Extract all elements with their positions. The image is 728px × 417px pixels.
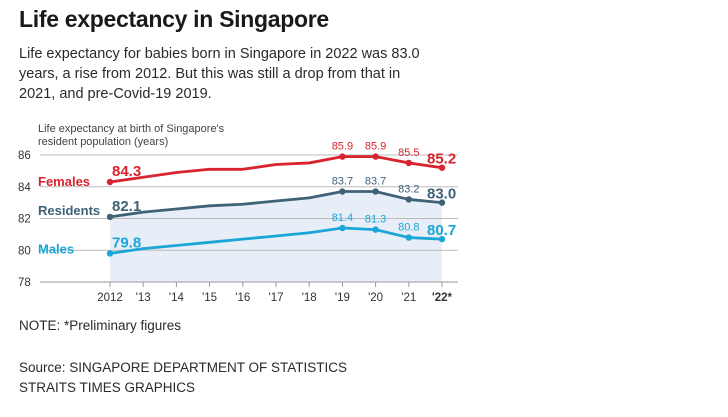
x-tick-2020: '20	[368, 292, 383, 304]
page-subtitle: Life expectancy for babies born in Singa…	[19, 46, 420, 102]
males-series-name: Males	[38, 241, 74, 256]
x-tick-2015: '15	[202, 292, 217, 304]
data-labels: 84.3 85.9 85.9 85.5 85.2 82.1 83.7 83.7 83.2 83.0…	[112, 141, 456, 252]
y-tick-82: 82	[18, 214, 31, 226]
y-axis-label-line1: Life expectancy at birth of Singapore's	[38, 123, 225, 135]
series-lines	[106, 153, 446, 257]
residents-point-2012	[106, 213, 114, 221]
males-point-2019	[339, 224, 346, 232]
y-tick-labels: 78 80 82 84 86	[18, 150, 31, 289]
footnote: NOTE: *Preliminary figures	[19, 318, 182, 333]
page-title: Life expectancy in Singapore	[19, 6, 329, 32]
females-label-2020: 85.9	[365, 141, 386, 153]
males-point-2012	[106, 250, 114, 257]
residents-point-2019	[339, 188, 346, 195]
x-tick-2014: '14	[169, 292, 185, 304]
residents-label-2019: 83.7	[332, 176, 353, 188]
females-label-2012: 84.3	[112, 163, 141, 180]
x-tick-2021: '21	[401, 292, 416, 304]
grid-lines	[40, 154, 458, 283]
y-tick-84: 84	[18, 182, 31, 194]
source-line-2: STRAITS TIMES GRAPHICS	[19, 380, 196, 395]
males-label-2012: 79.8	[112, 234, 141, 251]
residents-point-2022	[438, 199, 446, 206]
females-point-2012	[106, 178, 114, 186]
females-label-2021: 85.5	[398, 147, 419, 159]
life-expectancy-line-chart: Life expectancy at birth of Singapore's …	[18, 123, 458, 304]
females-line	[109, 155, 443, 184]
residents-label-2021: 83.2	[398, 183, 419, 195]
females-label-2022: 85.2	[427, 151, 456, 168]
females-point-2022	[438, 164, 446, 171]
x-tick-2022: '22*	[432, 292, 453, 304]
males-label-2022: 80.7	[427, 222, 456, 239]
y-tick-86: 86	[18, 150, 31, 162]
females-series-name: Females	[38, 174, 90, 189]
x-tick-2019: '19	[335, 292, 350, 304]
residents-point-2021	[405, 196, 412, 203]
females-point-2021	[405, 159, 412, 167]
residents-label-2022: 83.0	[427, 186, 456, 203]
residents-label-2012: 82.1	[112, 198, 141, 215]
males-label-2021: 80.8	[398, 222, 419, 234]
source-credit: Source: SINGAPORE DEPARTMENT OF STATISTI…	[19, 358, 347, 398]
source-line-1: Source: SINGAPORE DEPARTMENT OF STATISTI…	[19, 360, 348, 375]
females-point-2020	[372, 153, 379, 160]
residents-point-2020	[372, 188, 379, 195]
x-tick-2017: '17	[269, 292, 284, 304]
males-label-2019: 81.4	[332, 212, 353, 224]
x-tick-labels: 2012 '13 '14 '15 '16 '17 '18 '19 '20 '21 '22*	[97, 282, 453, 304]
males-line	[109, 226, 443, 255]
x-tick-2012: 2012	[97, 292, 123, 304]
females-label-2019: 85.9	[332, 141, 353, 153]
x-tick-2016: '16	[235, 292, 250, 304]
series-names: Females Residents Males	[38, 174, 100, 256]
x-tick-2018: '18	[302, 292, 317, 304]
y-tick-80: 80	[18, 245, 31, 257]
residents-label-2020: 83.7	[365, 176, 386, 188]
x-tick-2013: '13	[136, 292, 151, 304]
males-label-2020: 81.3	[365, 214, 386, 226]
y-tick-78: 78	[18, 277, 31, 289]
males-point-2022	[438, 235, 446, 243]
residents-series-name: Residents	[38, 203, 100, 218]
residents-line	[109, 190, 443, 219]
males-point-2020	[372, 226, 379, 233]
males-point-2021	[405, 234, 412, 241]
y-axis-label-line2: resident population (years)	[38, 136, 168, 148]
females-point-2019	[339, 153, 346, 160]
